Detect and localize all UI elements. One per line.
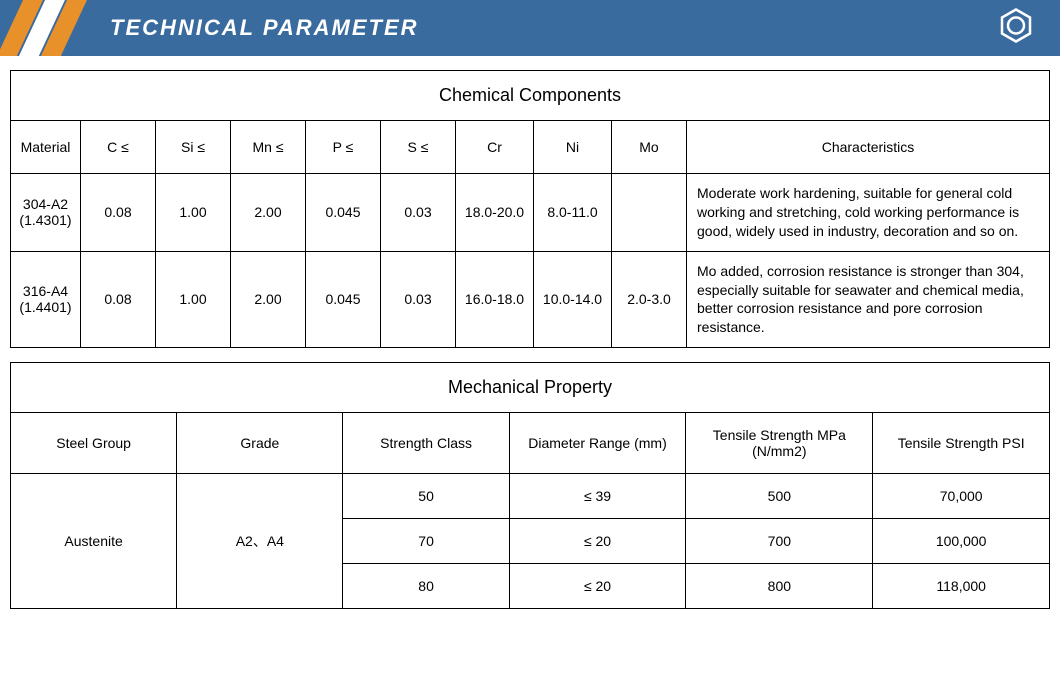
cell-strength-class: 50 (343, 474, 509, 519)
col-ni: Ni (534, 121, 612, 174)
cell-c: 0.08 (81, 251, 156, 348)
cell-psi: 70,000 (873, 474, 1050, 519)
col-material: Material (11, 121, 81, 174)
header-title: TECHNICAL PARAMETER (110, 15, 419, 41)
cell-material: 316-A4 (1.4401) (11, 251, 81, 348)
cell-mn: 2.00 (231, 251, 306, 348)
cell-si: 1.00 (156, 251, 231, 348)
cell-ni: 8.0-11.0 (534, 174, 612, 252)
header-banner: TECHNICAL PARAMETER (0, 0, 1060, 56)
cell-ni: 10.0-14.0 (534, 251, 612, 348)
cell-s: 0.03 (381, 251, 456, 348)
col-grade: Grade (177, 413, 343, 474)
cell-psi: 100,000 (873, 519, 1050, 564)
col-characteristics: Characteristics (687, 121, 1050, 174)
mechanical-title: Mechanical Property (11, 363, 1050, 413)
col-strength-class: Strength Class (343, 413, 509, 474)
cell-steel-group: Austenite (11, 474, 177, 609)
cell-mo: 2.0-3.0 (612, 251, 687, 348)
chemical-title: Chemical Components (11, 71, 1050, 121)
col-tensile-mpa: Tensile Strength MPa (N/mm2) (686, 413, 873, 474)
cell-cr: 18.0-20.0 (456, 174, 534, 252)
cell-strength-class: 70 (343, 519, 509, 564)
cell-p: 0.045 (306, 251, 381, 348)
cell-mn: 2.00 (231, 174, 306, 252)
chemical-components-table: Chemical Components Material C ≤ Si ≤ Mn… (10, 70, 1050, 348)
table-row: 316-A4 (1.4401) 0.08 1.00 2.00 0.045 0.0… (11, 251, 1050, 348)
table-header-row: Material C ≤ Si ≤ Mn ≤ P ≤ S ≤ Cr Ni Mo … (11, 121, 1050, 174)
cell-mpa: 800 (686, 564, 873, 609)
col-mn: Mn ≤ (231, 121, 306, 174)
col-si: Si ≤ (156, 121, 231, 174)
cell-p: 0.045 (306, 174, 381, 252)
cell-strength-class: 80 (343, 564, 509, 609)
col-mo: Mo (612, 121, 687, 174)
cell-c: 0.08 (81, 174, 156, 252)
table-row: 304-A2 (1.4301) 0.08 1.00 2.00 0.045 0.0… (11, 174, 1050, 252)
col-cr: Cr (456, 121, 534, 174)
table-row: Austenite A2、A4 50 ≤ 39 500 70,000 (11, 474, 1050, 519)
col-s: S ≤ (381, 121, 456, 174)
cell-grade: A2、A4 (177, 474, 343, 609)
col-diameter-range: Diameter Range (mm) (509, 413, 686, 474)
cell-material: 304-A2 (1.4301) (11, 174, 81, 252)
cell-diameter: ≤ 20 (509, 564, 686, 609)
col-c: C ≤ (81, 121, 156, 174)
mechanical-property-table: Mechanical Property Steel Group Grade St… (10, 362, 1050, 609)
cell-characteristics: Moderate work hardening, suitable for ge… (687, 174, 1050, 252)
cell-s: 0.03 (381, 174, 456, 252)
cell-mpa: 700 (686, 519, 873, 564)
cell-cr: 16.0-18.0 (456, 251, 534, 348)
col-steel-group: Steel Group (11, 413, 177, 474)
cell-mpa: 500 (686, 474, 873, 519)
cell-si: 1.00 (156, 174, 231, 252)
col-tensile-psi: Tensile Strength PSI (873, 413, 1050, 474)
cell-characteristics: Mo added, corrosion resistance is strong… (687, 251, 1050, 348)
table-title-row: Mechanical Property (11, 363, 1050, 413)
cell-diameter: ≤ 39 (509, 474, 686, 519)
col-p: P ≤ (306, 121, 381, 174)
cell-diameter: ≤ 20 (509, 519, 686, 564)
cell-psi: 118,000 (873, 564, 1050, 609)
table-header-row: Steel Group Grade Strength Class Diamete… (11, 413, 1050, 474)
cell-mo (612, 174, 687, 252)
hexagon-nut-icon (997, 7, 1035, 50)
table-title-row: Chemical Components (11, 71, 1050, 121)
header-stripes (0, 0, 90, 56)
